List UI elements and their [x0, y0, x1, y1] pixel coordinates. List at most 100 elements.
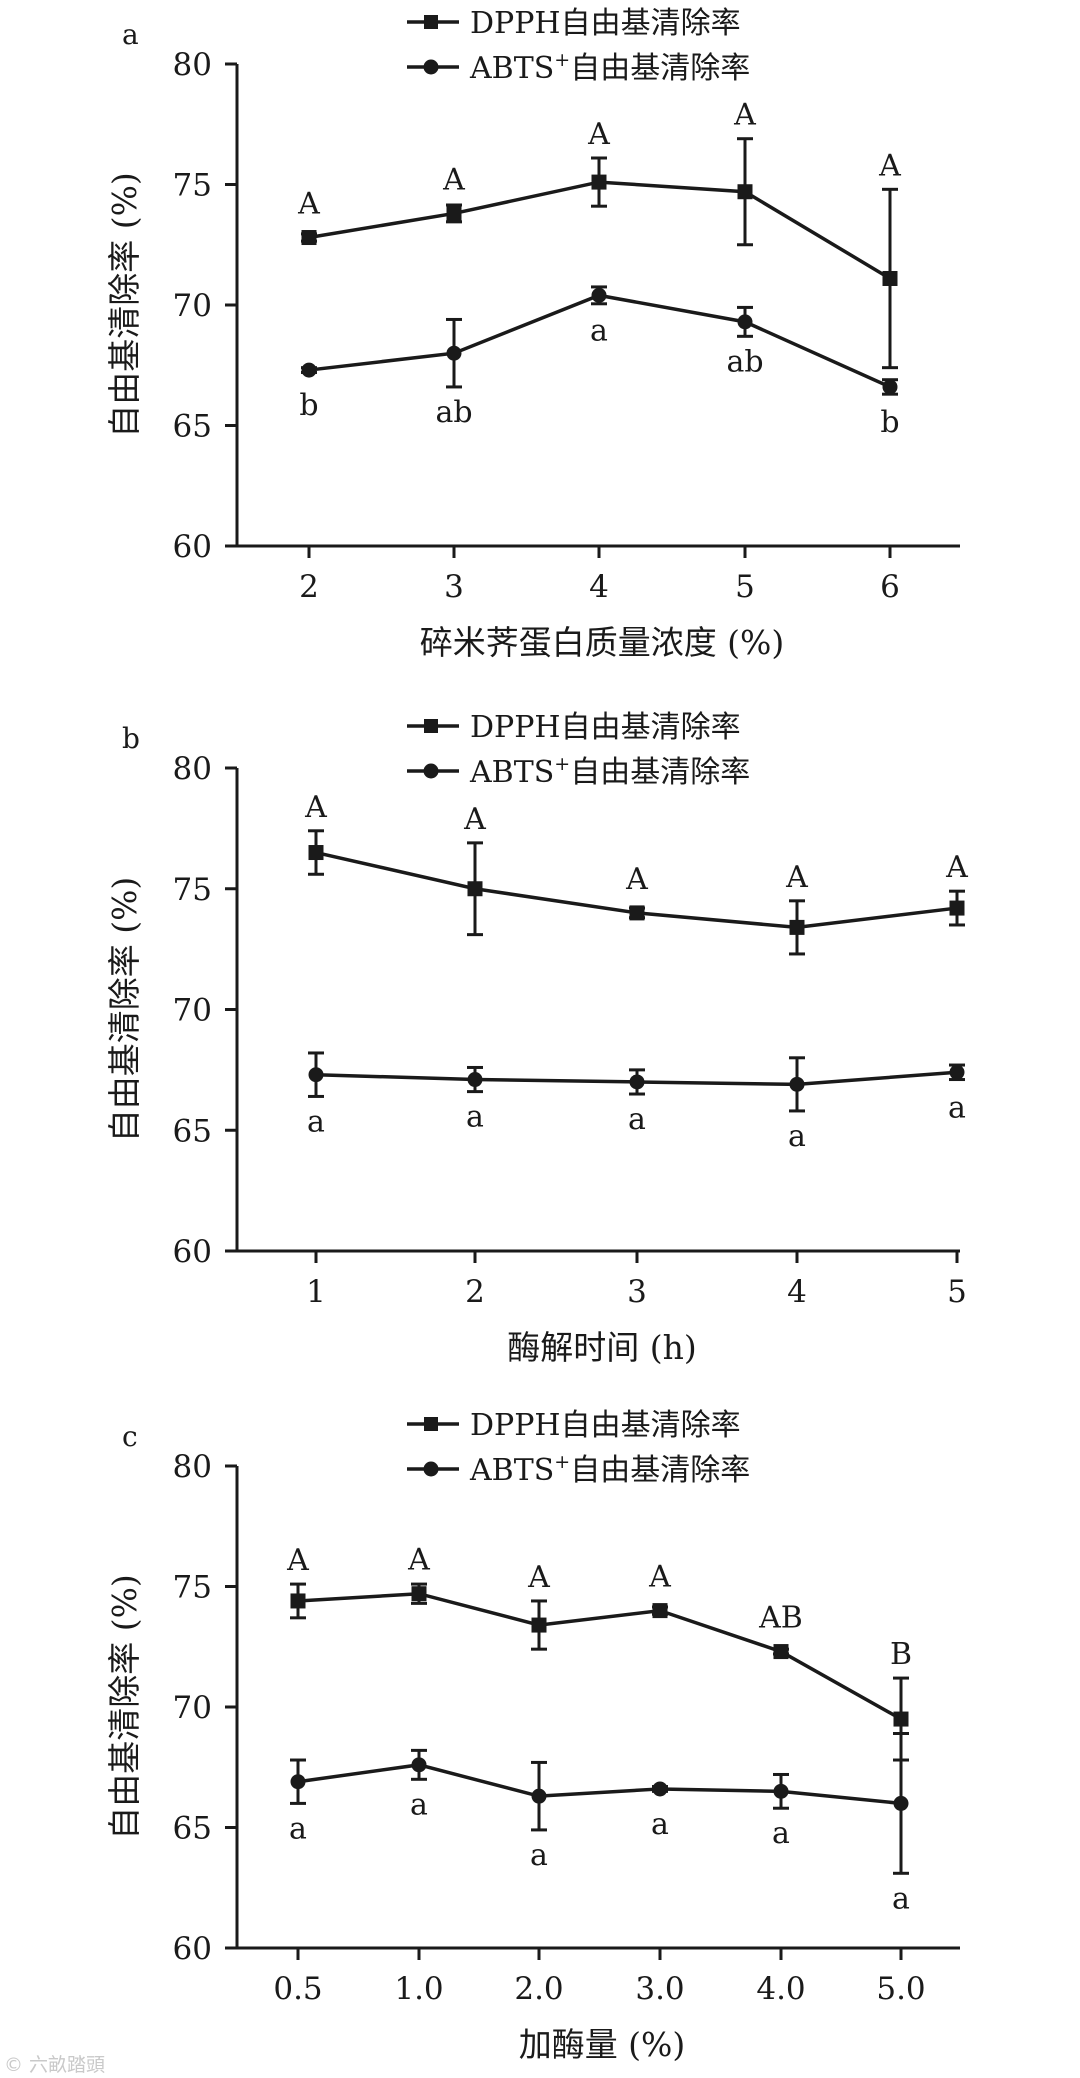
significance-label: A [463, 802, 486, 837]
y-tick-label: 75 [173, 168, 212, 204]
significance-label: a [772, 1816, 790, 1851]
data-point-square [301, 230, 317, 246]
x-tick-label: 6 [880, 569, 900, 605]
data-point-circle [467, 1072, 483, 1088]
x-tick-label: 1.0 [394, 1971, 443, 2007]
data-point-square [882, 270, 898, 286]
legend-label-dpph: DPPH自由基清除率 [470, 1408, 741, 1443]
series-abts: b ab a ab b [299, 285, 900, 440]
significance-label: A [587, 117, 610, 152]
significance-label: a [307, 1104, 325, 1139]
data-point-circle [308, 1067, 324, 1083]
significance-label: B [890, 1637, 912, 1672]
data-point-circle [591, 287, 607, 303]
legend-label-abts: ABTS+自由基清除率 [469, 49, 750, 86]
legend-marker-abts [423, 763, 439, 779]
significance-label: ab [726, 344, 763, 379]
significance-label: a [530, 1838, 548, 1873]
significance-label: A [625, 862, 648, 897]
y-axis-title: 自由基清除率 (%) [105, 877, 144, 1143]
data-point-circle [949, 1064, 965, 1080]
y-tick-label: 75 [173, 1570, 212, 1606]
x-axis-title: 碎米荠蛋白质量浓度 (%) [420, 623, 785, 662]
chart-panel-c: c 60 65 70 75 80 0.5 1.0 2.0 3.0 4.0 5.0 加酶量 (%) 自由基清… [105, 1408, 960, 2064]
significance-label: a [628, 1102, 646, 1137]
significance-label: A [733, 98, 756, 133]
significance-label: b [880, 405, 899, 440]
y-tick-label: 60 [173, 529, 212, 565]
significance-label: a [410, 1787, 428, 1822]
panel-letter: b [122, 722, 140, 755]
data-point-square [591, 174, 607, 190]
chart-panel-b: b 60 65 70 75 80 1 2 3 4 5 酶解时间 (h) 自由基清除率 (%) DPPH自由… [105, 710, 968, 1367]
significance-label: a [948, 1090, 966, 1125]
data-point-square [290, 1593, 306, 1609]
data-point-circle [411, 1757, 427, 1773]
data-point-circle [773, 1783, 789, 1799]
data-point-circle [446, 345, 462, 361]
data-point-square [467, 881, 483, 897]
legend-label-dpph: DPPH自由基清除率 [470, 6, 741, 41]
legend-marker-abts [423, 59, 439, 75]
x-tick-label: 4.0 [756, 1971, 805, 2007]
legend-marker-dpph [424, 719, 438, 733]
data-point-square [308, 845, 324, 861]
x-tick-label: 5.0 [876, 1971, 925, 2007]
significance-label: a [590, 313, 608, 348]
x-tick-label: 1 [306, 1274, 326, 1310]
series-dpph: A A A A A [304, 790, 968, 956]
x-tick-label: 3 [627, 1274, 647, 1310]
significance-label: A [648, 1560, 671, 1595]
significance-label: A [407, 1543, 430, 1578]
significance-label: a [892, 1881, 910, 1916]
panel-letter: c [122, 1420, 138, 1453]
data-point-square [446, 205, 462, 221]
y-tick-label: 70 [173, 993, 212, 1029]
y-tick-label: 80 [173, 47, 212, 83]
significance-label: A [945, 850, 968, 885]
data-point-square [893, 1711, 909, 1727]
data-point-circle [882, 379, 898, 395]
x-tick-label: 5 [947, 1274, 967, 1310]
x-tick-label: 2 [465, 1274, 485, 1310]
series-abts: a a a a a a [289, 1732, 910, 1916]
data-point-square [789, 919, 805, 935]
legend-label-dpph: DPPH自由基清除率 [470, 710, 741, 745]
legend-marker-abts [423, 1461, 439, 1477]
series-abts: a a a aa [307, 1051, 966, 1154]
data-point-circle [290, 1774, 306, 1790]
x-tick-label: 5 [735, 569, 755, 605]
y-axis-title: 自由基清除率 (%) [105, 1574, 144, 1840]
significance-label: A [442, 162, 465, 197]
significance-label: ab [435, 395, 472, 430]
significance-label: b [299, 388, 318, 423]
data-point-circle [789, 1076, 805, 1092]
watermark: © 六畝踏頭 [4, 2054, 106, 2076]
data-point-circle [301, 362, 317, 378]
chart-panel-a: a 60 65 70 75 80 2 3 4 5 6 碎米荠蛋白质量浓度 (%) 自由基清除率 (%) D… [105, 6, 960, 662]
data-point-square [949, 900, 965, 916]
significance-label: a [651, 1807, 669, 1842]
y-tick-label: 80 [173, 751, 212, 787]
data-point-circle [893, 1795, 909, 1811]
significance-label: AB [758, 1601, 803, 1636]
series-line [297, 1591, 902, 1721]
data-point-circle [531, 1788, 547, 1804]
x-tick-label: 2 [299, 569, 319, 605]
x-tick-label: 0.5 [273, 1971, 322, 2007]
x-tick-label: 4 [589, 569, 609, 605]
y-tick-label: 60 [173, 1931, 212, 1967]
significance-label: A [527, 1560, 550, 1595]
significance-label: a [289, 1811, 307, 1846]
data-point-circle [629, 1074, 645, 1090]
data-point-circle [652, 1781, 668, 1797]
x-tick-label: 4 [787, 1274, 807, 1310]
significance-label: A [297, 187, 320, 222]
legend-label-abts: ABTS+自由基清除率 [469, 1451, 750, 1488]
significance-label: a [788, 1119, 806, 1154]
y-tick-label: 80 [173, 1449, 212, 1485]
data-point-square [531, 1617, 547, 1633]
significance-label: A [878, 148, 901, 183]
y-tick-label: 65 [173, 1811, 212, 1847]
